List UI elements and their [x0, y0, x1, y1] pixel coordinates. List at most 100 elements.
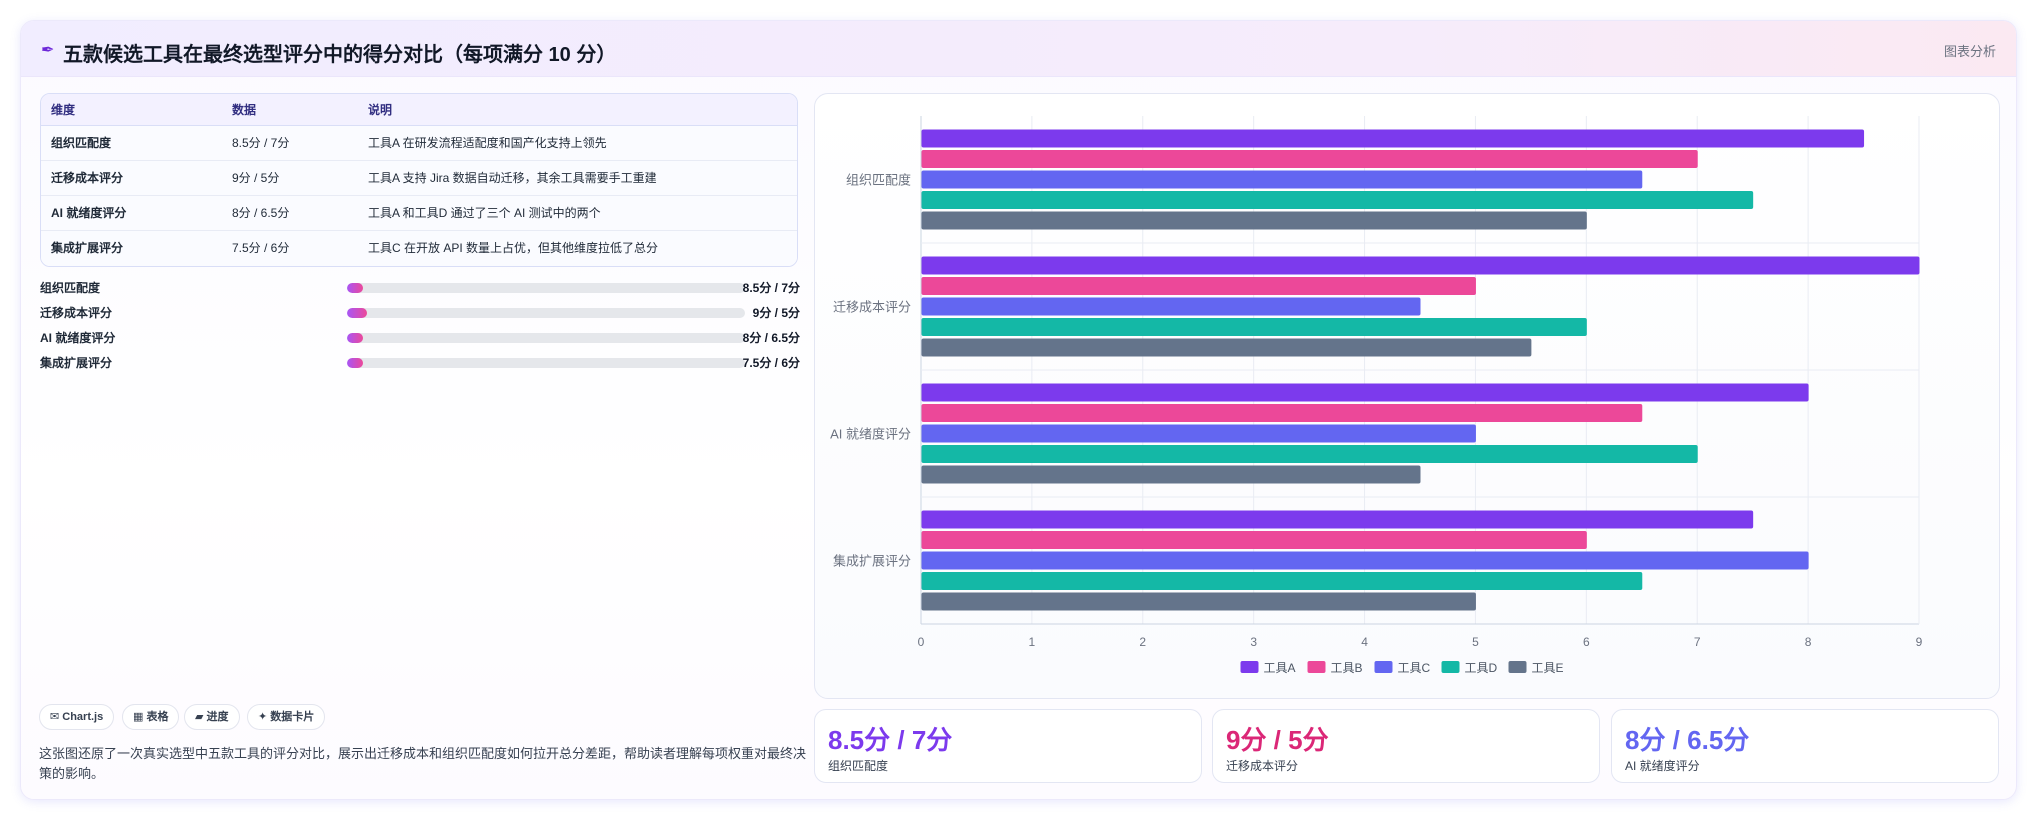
legend-label: 工具C: [1398, 661, 1431, 675]
bar: [921, 531, 1587, 549]
progress-label: AI 就绪度评分: [40, 331, 116, 345]
bar: [921, 256, 1920, 275]
legend-swatch: [1374, 661, 1393, 673]
stat-label: 组织匹配度: [828, 759, 889, 773]
chip-chartjs[interactable]: ✉ Chart.js: [39, 704, 115, 730]
bar: [921, 572, 1643, 590]
progress-value: 8分 / 6.5分: [742, 331, 800, 345]
table-header-row: 维度 数据 说明: [41, 94, 797, 126]
chart-description: 这张图还原了一次真实选型中五款工具的评分对比，展示出迁移成本和组织匹配度如何拉开…: [39, 746, 807, 781]
stat-card: 9分 / 5分 迁移成本评分: [1212, 709, 1600, 783]
table-cell: 工具C 在开放 API 数量上占优，但其他维度拉低了总分: [368, 241, 659, 255]
bar: [921, 383, 1809, 402]
stat-card: 8分 / 6.5分 AI 就绪度评分: [1611, 709, 1999, 783]
stat-value: 8.5分 / 7分: [828, 725, 953, 755]
progress-row: AI 就绪度评分 8分 / 6.5分: [40, 328, 800, 346]
chip-progress[interactable]: ▰ 进度: [184, 704, 240, 730]
table-cell: 集成扩展评分: [51, 241, 124, 255]
y-tick-label: 组织匹配度: [846, 173, 911, 188]
progress-value: 9分 / 5分: [752, 306, 800, 320]
bar: [921, 297, 1421, 316]
progress-label: 迁移成本评分: [40, 306, 113, 320]
data-table: 维度 数据 说明 组织匹配度 8.5分 / 7分 工具A 在研发流程适配度和国产…: [40, 93, 798, 267]
chart-panel: 0 1 2 3 4 5 6 7 8 9 组织匹配度 迁移成本评分 AI 就绪度评分 集成扩展评分 工具A 工具…: [814, 93, 2000, 699]
progress-label: 集成扩展评分: [40, 356, 113, 370]
progress-row: 迁移成本评分 9分 / 5分: [40, 303, 800, 321]
legend-label: 工具D: [1465, 661, 1498, 675]
legend-swatch: [1307, 661, 1326, 673]
stat-value: 8分 / 6.5分: [1625, 725, 1750, 755]
progress-track: [347, 308, 745, 318]
bar: [921, 592, 1476, 611]
bar: [921, 465, 1421, 484]
stat-value: 9分 / 5分: [1226, 725, 1329, 755]
bar: [921, 129, 1865, 148]
table-cell: AI 就绪度评分: [51, 206, 127, 220]
legend-swatch: [1240, 661, 1259, 673]
x-tick-label: 8: [1805, 635, 1812, 649]
page-title: 五款候选工具在最终选型评分中的得分对比（每项满分 10 分）: [63, 44, 617, 66]
table-row: 迁移成本评分 9分 / 5分 工具A 支持 Jira 数据自动迁移，其余工具需要…: [41, 161, 797, 196]
table-cell: 组织匹配度: [51, 136, 112, 150]
table-cell: 9分 / 5分: [232, 171, 280, 185]
progress-row: 组织匹配度 8.5分 / 7分: [40, 278, 800, 296]
bar: [921, 211, 1587, 230]
table-cell: 迁移成本评分: [51, 171, 124, 185]
stat-label: 迁移成本评分: [1226, 759, 1299, 773]
x-tick-label: 5: [1472, 635, 1479, 649]
table-header-cell: 说明: [368, 103, 393, 117]
x-tick-label: 1: [1029, 635, 1036, 649]
table-cell: 工具A 支持 Jira 数据自动迁移，其余工具需要手工重建: [368, 171, 657, 185]
stat-card: 8.5分 / 7分 组织匹配度: [814, 709, 1202, 783]
table-cell: 8分 / 6.5分: [232, 206, 290, 220]
progress-label: 组织匹配度: [40, 281, 101, 295]
legend-label: 工具E: [1532, 661, 1564, 675]
bar: [921, 277, 1476, 295]
progress-row: 集成扩展评分 7.5分 / 6分: [40, 353, 800, 371]
stat-label: AI 就绪度评分: [1625, 759, 1700, 773]
progress-track: [347, 333, 745, 343]
x-tick-label: 2: [1139, 635, 1146, 649]
progress-fill: [347, 283, 363, 293]
bar: [921, 191, 1754, 209]
bar: [921, 445, 1698, 463]
chart-card: ✒ 五款候选工具在最终选型评分中的得分对比（每项满分 10 分） 图表分析 维度…: [20, 20, 2017, 800]
table-row: AI 就绪度评分 8分 / 6.5分 工具A 和工具D 通过了三个 AI 测试中…: [41, 196, 797, 231]
y-tick-label: AI 就绪度评分: [830, 427, 911, 442]
progress-fill: [347, 308, 367, 318]
x-tick-label: 4: [1361, 635, 1368, 649]
bar: [921, 338, 1532, 357]
x-tick-label: 0: [918, 635, 925, 649]
chart-analysis-tag: 图表分析: [1943, 44, 1996, 59]
y-tick-label: 迁移成本评分: [833, 300, 911, 315]
bar: [921, 318, 1587, 336]
table-row: 集成扩展评分 7.5分 / 6分 工具C 在开放 API 数量上占优，但其他维度…: [41, 231, 797, 266]
bar: [921, 551, 1809, 570]
x-tick-label: 7: [1694, 635, 1701, 649]
progress-track: [347, 283, 745, 293]
legend-swatch: [1508, 661, 1527, 673]
table-cell: 8.5分 / 7分: [232, 136, 290, 150]
progress-fill: [347, 333, 363, 343]
bar: [921, 170, 1643, 189]
y-tick-label: 集成扩展评分: [833, 554, 911, 569]
chip-table[interactable]: ▦ 表格: [122, 704, 180, 730]
table-header-cell: 维度: [51, 103, 76, 117]
table-cell: 工具A 和工具D 通过了三个 AI 测试中的两个: [368, 206, 601, 220]
legend-label: 工具B: [1331, 661, 1363, 675]
card-header: ✒ 五款候选工具在最终选型评分中的得分对比（每项满分 10 分） 图表分析: [21, 21, 2016, 77]
progress-value: 8.5分 / 7分: [742, 281, 800, 295]
table-row: 组织匹配度 8.5分 / 7分 工具A 在研发流程适配度和国产化支持上领先: [41, 126, 797, 161]
x-tick-label: 6: [1583, 635, 1590, 649]
progress-track: [347, 358, 745, 368]
table-cell: 7.5分 / 6分: [232, 241, 290, 255]
x-tick-label: 9: [1916, 635, 1923, 649]
progress-fill: [347, 358, 363, 368]
bar: [921, 510, 1754, 529]
table-cell: 工具A 在研发流程适配度和国产化支持上领先: [368, 136, 607, 150]
bar: [921, 150, 1698, 168]
table-header-cell: 数据: [232, 103, 257, 117]
chip-data-card[interactable]: ✦ 数据卡片: [247, 704, 326, 730]
progress-value: 7.5分 / 6分: [742, 356, 800, 370]
